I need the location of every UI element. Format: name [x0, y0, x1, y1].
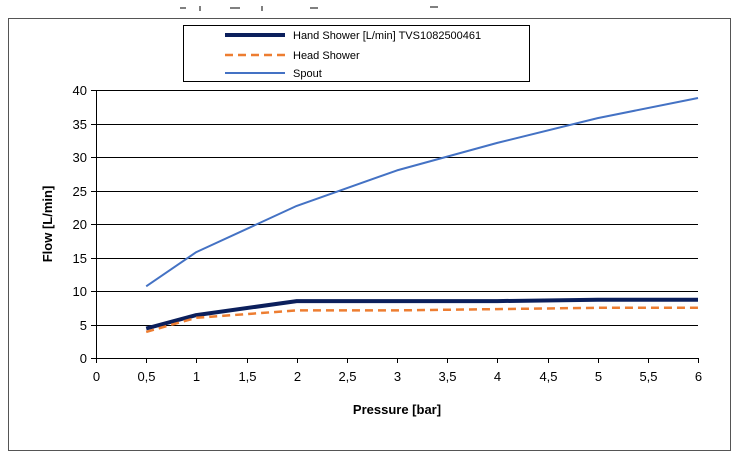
legend-label-head-shower: Head Shower: [293, 50, 360, 62]
y-axis-title: Flow [L/min]: [40, 186, 55, 263]
y-tick-label: 25: [73, 184, 87, 199]
top-crop-fragment: [180, 6, 438, 11]
x-tick-label: 2,5: [338, 369, 356, 384]
x-tick-label: 2: [294, 369, 301, 384]
gridlines: [96, 90, 698, 326]
series-line-hand-shower: [145, 297, 698, 331]
x-tick-label: 6: [695, 369, 702, 384]
x-tick-label: 1: [193, 369, 200, 384]
y-tick-label: 30: [73, 150, 87, 165]
x-tick-label: 0: [93, 369, 100, 384]
x-tick-label: 5,5: [639, 369, 657, 384]
y-tick-label: 35: [73, 117, 87, 132]
y-tick-label: 0: [80, 351, 87, 366]
y-tick-label: 10: [73, 284, 87, 299]
y-tick-label: 20: [73, 217, 87, 232]
y-axis-ticks: 0 5 10 15 20 25 30 35 40: [73, 83, 96, 366]
y-tick-label: 15: [73, 251, 87, 266]
y-tick-label: 5: [80, 318, 87, 333]
x-tick-label: 5: [595, 369, 602, 384]
x-tick-label: 3,5: [438, 369, 456, 384]
y-tick-label: 40: [73, 83, 87, 98]
series-line-spout: [145, 97, 699, 288]
chart-frame: [8, 18, 731, 451]
x-tick-label: 3: [394, 369, 401, 384]
x-axis-ticks: 0 0,5 1 1,5 2 2,5 3 3,5 4 4,5 5 5,5 6: [93, 358, 702, 384]
legend: Hand Shower [L/min] TVS1082500461 Head S…: [183, 25, 530, 82]
series-lines: [145, 97, 699, 334]
legend-label-spout: Spout: [293, 68, 322, 80]
x-axis-title: Pressure [bar]: [353, 402, 441, 417]
x-tick-label: 1,5: [238, 369, 256, 384]
x-tick-label: 4: [494, 369, 501, 384]
x-tick-label: 0,5: [137, 369, 155, 384]
x-tick-label: 4,5: [539, 369, 557, 384]
legend-label-hand-shower: Hand Shower [L/min] TVS1082500461: [293, 30, 481, 42]
series-line-head-shower: [145, 306, 698, 334]
